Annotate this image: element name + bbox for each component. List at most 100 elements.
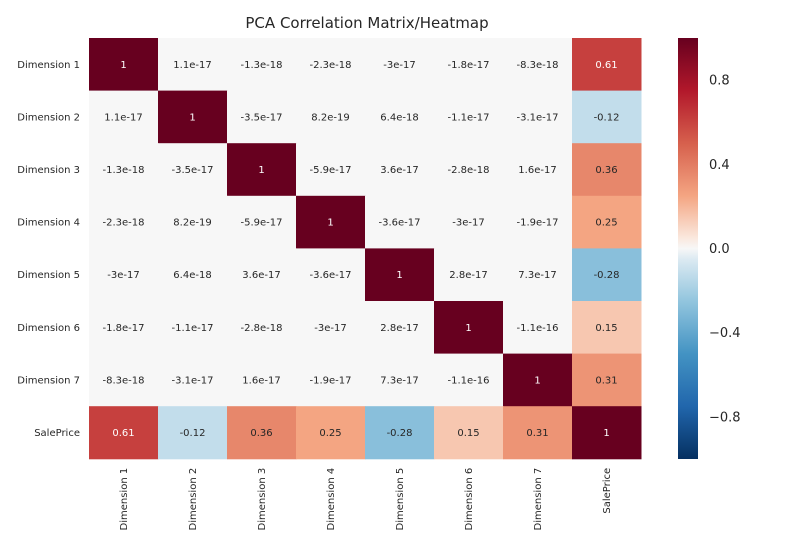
- y-tick-label: Dimension 6: [17, 323, 80, 334]
- heatmap-cell: [227, 38, 297, 92]
- x-tick-label: Dimension 7: [533, 468, 544, 531]
- x-tick-label: Dimension 3: [257, 468, 268, 531]
- cell-annotation: 0.25: [319, 428, 341, 439]
- cell-annotation: 7.3e-17: [518, 270, 556, 281]
- heatmap-cell: [572, 38, 642, 92]
- heatmap-cell: [296, 195, 366, 249]
- heatmap-cell: [296, 248, 366, 302]
- cell-annotation: 0.25: [595, 218, 617, 229]
- heatmap-cell: [158, 195, 228, 249]
- heatmap-cell: [158, 90, 228, 144]
- heatmap-cell: [503, 353, 573, 407]
- x-tick-label: Dimension 5: [395, 468, 406, 531]
- cell-annotation: -1.1e-17: [448, 112, 490, 123]
- cell-annotation: -1.9e-17: [310, 375, 352, 386]
- cell-annotation: 6.4e-18: [173, 270, 211, 281]
- cell-annotation: -3e-17: [383, 60, 415, 71]
- heatmap-cell: [434, 195, 504, 249]
- heatmap-cell: [572, 353, 642, 407]
- x-tick-label: Dimension 1: [119, 468, 130, 531]
- cell-annotation: -5.9e-17: [310, 165, 352, 176]
- y-tick-label: Dimension 2: [17, 112, 80, 123]
- heatmap-cell: [572, 195, 642, 249]
- cell-annotation: -3.6e-17: [310, 270, 352, 281]
- cell-annotation: 2.8e-17: [380, 323, 418, 334]
- cell-annotation: 1.6e-17: [518, 165, 556, 176]
- cell-annotation: -1.8e-17: [103, 323, 145, 334]
- cell-annotation: 1: [603, 428, 609, 439]
- heatmap-cell: [158, 248, 228, 302]
- heatmap-cell: [89, 248, 159, 302]
- cell-annotation: 0.36: [595, 165, 617, 176]
- colorbar: −0.8 −0.4 0.0 0.4 0.8: [678, 38, 741, 459]
- y-tick-label: Dimension 1: [17, 60, 80, 71]
- cell-annotation: 8.2e-19: [311, 112, 349, 123]
- heatmap-cell: [296, 143, 366, 197]
- cell-annotation: -3e-17: [107, 270, 139, 281]
- cell-annotation: 0.36: [250, 428, 272, 439]
- heatmap-cell: [227, 406, 297, 460]
- heatmap-cell: [434, 248, 504, 302]
- cell-annotation: 1.1e-17: [104, 112, 142, 123]
- heatmap-cell: [158, 301, 228, 355]
- heatmap-cell: [89, 195, 159, 249]
- cell-annotation: -1.9e-17: [517, 218, 559, 229]
- heatmap-cell: [503, 195, 573, 249]
- heatmap-cell: [572, 143, 642, 197]
- cell-annotation: 1: [534, 375, 540, 386]
- colorbar-tick-label: 0.0: [709, 242, 730, 257]
- heatmap-cell: [503, 90, 573, 144]
- heatmap-cell: [158, 406, 228, 460]
- cell-annotation: -3e-17: [452, 218, 484, 229]
- colorbar-tick-label: −0.8: [709, 410, 741, 425]
- cell-annotation: -3e-17: [314, 323, 346, 334]
- heatmap-cell: [296, 301, 366, 355]
- heatmap-cell: [365, 248, 435, 302]
- heatmap-cell: [503, 38, 573, 92]
- heatmap-cells: 1 1.1e-17 -1.3e-18 -2.3e-18 -3e-17 -1.8e-17 -8…: [89, 38, 642, 460]
- heatmap-cell: [296, 353, 366, 407]
- heatmap-cell: [89, 38, 159, 92]
- heatmap-cell: [227, 143, 297, 197]
- heatmap-cell: [434, 301, 504, 355]
- cell-annotation: -0.28: [387, 428, 413, 439]
- heatmap-cell: [89, 406, 159, 460]
- cell-annotation: -3.5e-17: [241, 112, 283, 123]
- cell-annotation: -3.5e-17: [172, 165, 214, 176]
- cell-annotation: -0.12: [180, 428, 206, 439]
- x-axis-labels: Dimension 1 Dimension 2 Dimension 3 Dimensi…: [119, 468, 613, 531]
- y-axis-labels: Dimension 1 Dimension 2 Dimension 3 Dimensi…: [17, 60, 80, 439]
- colorbar-gradient: [678, 38, 698, 459]
- cell-annotation: -8.3e-18: [103, 375, 145, 386]
- cell-annotation: 0.31: [595, 375, 617, 386]
- y-tick-label: Dimension 5: [17, 270, 80, 281]
- chart-title: PCA Correlation Matrix/Heatmap: [245, 14, 488, 32]
- cell-annotation: -2.3e-18: [103, 218, 145, 229]
- heatmap-cell: [89, 143, 159, 197]
- cell-annotation: 0.15: [595, 323, 617, 334]
- x-tick-label: SalePrice: [602, 468, 613, 514]
- cell-annotation: 3.6e-17: [242, 270, 280, 281]
- cell-annotation: 1.1e-17: [173, 60, 211, 71]
- heatmap-cell: [89, 301, 159, 355]
- colorbar-tick-label: 0.4: [709, 158, 730, 173]
- cell-annotation: -1.1e-16: [517, 323, 559, 334]
- cell-annotation: -3.6e-17: [379, 218, 421, 229]
- heatmap-cell: [89, 90, 159, 144]
- heatmap-cell: [434, 143, 504, 197]
- cell-annotation: 0.15: [457, 428, 479, 439]
- cell-annotation: 0.61: [595, 60, 617, 71]
- heatmap-cell: [365, 406, 435, 460]
- heatmap-cell: [365, 90, 435, 144]
- heatmap-cell: [503, 248, 573, 302]
- cell-annotation: -3.1e-17: [172, 375, 214, 386]
- cell-annotation: 1: [258, 165, 264, 176]
- cell-annotation: -2.8e-18: [241, 323, 283, 334]
- cell-annotation: -0.28: [594, 270, 620, 281]
- cell-annotation: 1: [120, 60, 126, 71]
- heatmap-cell: [365, 301, 435, 355]
- heatmap-cell: [503, 406, 573, 460]
- cell-annotation: 1: [189, 112, 195, 123]
